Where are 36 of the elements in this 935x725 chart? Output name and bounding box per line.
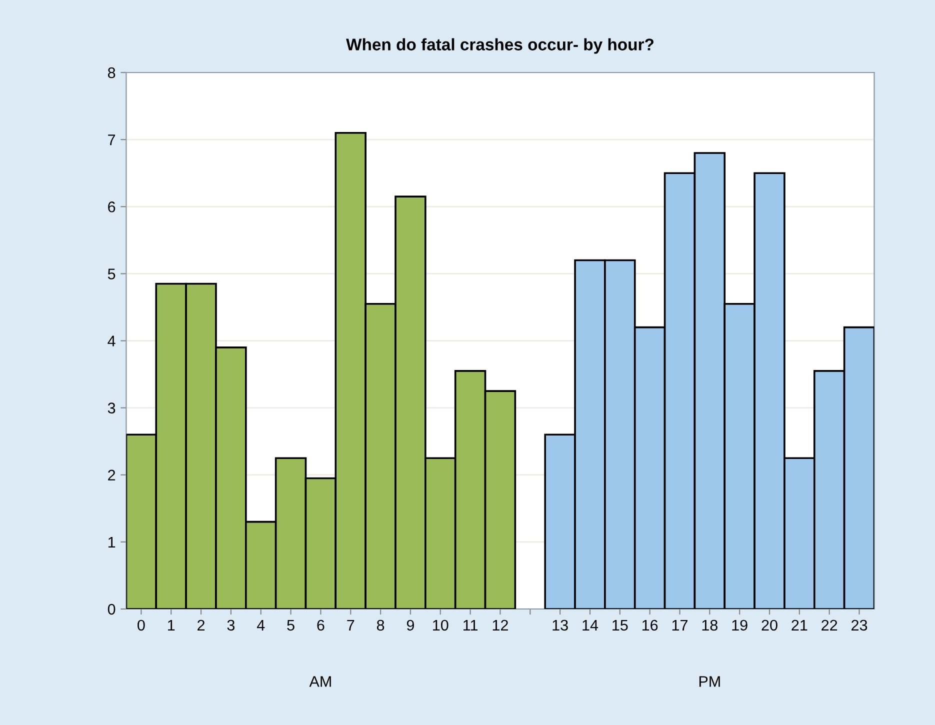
x-tick-label: 10 (433, 620, 448, 631)
x-tick-label: 9 (406, 620, 414, 631)
x-tick-label: 1 (168, 620, 175, 630)
y-tick-label: 1 (108, 536, 116, 548)
x-tick-label: 6 (317, 620, 324, 631)
x-tick-label: 12 (492, 620, 508, 630)
x-tick-label: 11 (464, 620, 478, 630)
y-tick-label: 2 (108, 470, 116, 480)
x-tick-label: 13 (552, 620, 568, 631)
x-tick-label: 7 (347, 620, 354, 630)
x-tick-label: 15 (612, 620, 628, 631)
x-tick-label: 22 (822, 620, 838, 630)
x-tick-label: 3 (227, 620, 235, 631)
x-tick-label: 4 (256, 620, 265, 630)
y-tick-label: 6 (108, 201, 116, 212)
x-tick-label: 23 (852, 620, 868, 631)
x-tick-label: 16 (642, 620, 658, 631)
x-tick-label: 18 (702, 620, 718, 631)
x-tick-label: 2 (198, 620, 205, 630)
y-tick-label: 5 (108, 268, 116, 280)
y-tick-label: 4 (108, 336, 116, 346)
x-tick-label: 8 (376, 620, 384, 631)
y-tick-label: 7 (108, 134, 116, 146)
x-tick-label: 19 (732, 620, 748, 631)
x-tick-label: 21 (792, 620, 808, 630)
x-tick-label: 0 (138, 620, 145, 631)
text: PM (699, 676, 720, 687)
x-tick-label: 20 (762, 620, 778, 631)
x-tick-label: 14 (582, 620, 598, 630)
x-tick-label: 5 (287, 620, 294, 631)
y-tick-label: 8 (108, 67, 116, 78)
chart-title: When do fatal crashes occur- by hour? (346, 38, 654, 54)
text: AM (309, 676, 331, 687)
y-tick-label: 0 (108, 604, 116, 615)
y-tick-label: 3 (108, 402, 116, 414)
x-tick-label: 17 (672, 620, 688, 630)
